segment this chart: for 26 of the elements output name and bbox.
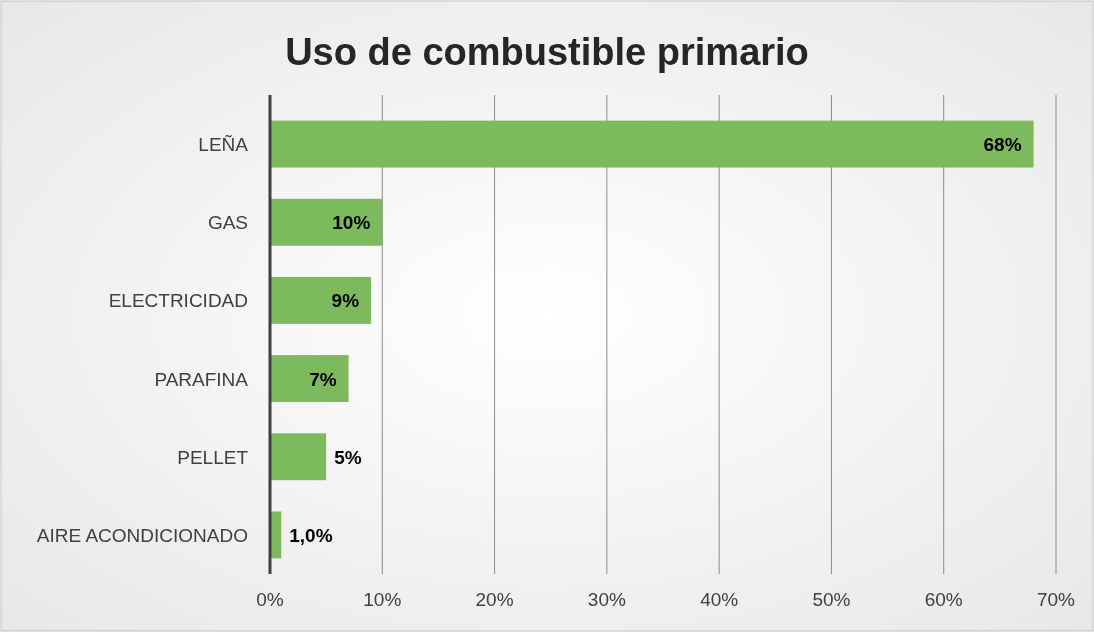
chart-title: Uso de combustible primario bbox=[285, 31, 809, 73]
bar bbox=[270, 355, 349, 403]
bar bbox=[270, 120, 1034, 168]
y-tick-label: AIRE ACONDICIONADO bbox=[36, 524, 248, 546]
x-tick-label: 20% bbox=[475, 589, 514, 610]
data-label: 5% bbox=[334, 446, 362, 468]
x-tick-label: 0% bbox=[256, 589, 284, 610]
data-label: 68% bbox=[983, 134, 1022, 156]
data-label: 1,0% bbox=[289, 524, 333, 546]
data-label: 10% bbox=[332, 212, 371, 234]
y-tick-label: LEÑA bbox=[198, 134, 249, 156]
data-label: 7% bbox=[309, 368, 337, 390]
x-tick-label: 70% bbox=[1036, 589, 1076, 610]
x-tick-label: 40% bbox=[700, 589, 739, 610]
data-label: 9% bbox=[331, 290, 360, 312]
y-tick-label: PELLET bbox=[177, 446, 249, 468]
bar bbox=[270, 433, 327, 481]
x-tick-label: 10% bbox=[363, 589, 402, 610]
y-tick-label: GAS bbox=[207, 212, 248, 234]
x-tick-label: 60% bbox=[924, 589, 963, 610]
bar bbox=[270, 198, 383, 246]
x-tick-label: 30% bbox=[587, 589, 626, 610]
y-tick-label: PARAFINA bbox=[154, 368, 249, 390]
bar bbox=[270, 276, 372, 324]
x-tick-label: 50% bbox=[812, 589, 851, 610]
y-tick-label: ELECTRICIDAD bbox=[108, 290, 248, 312]
